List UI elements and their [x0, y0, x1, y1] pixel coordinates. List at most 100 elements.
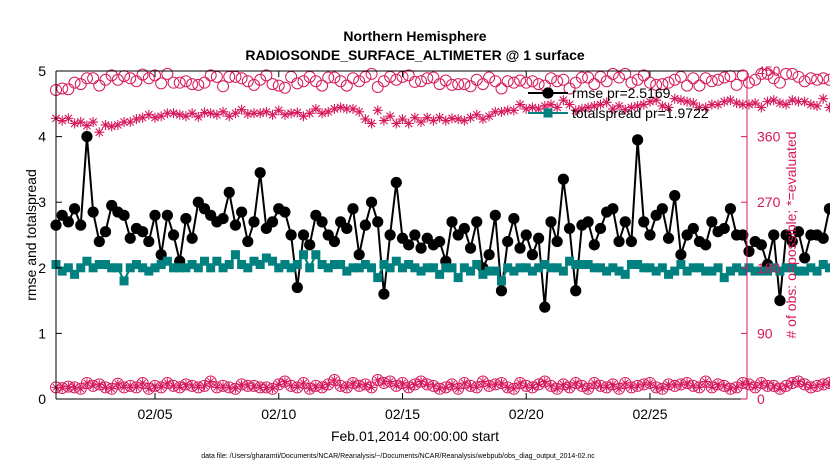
obs-low-point: [656, 382, 669, 395]
totalspread-point: [620, 269, 630, 279]
obs-low-point: [260, 381, 273, 394]
totalspread-point: [63, 263, 73, 273]
totalspread-point: [367, 263, 377, 273]
rmse-point: [167, 229, 180, 241]
obs-low-cross: [769, 381, 779, 391]
obs-evaluated-point: [824, 102, 830, 113]
obs-low-circle: [575, 379, 588, 392]
totalspread-point: [206, 263, 216, 273]
obs-evaluated-point: [626, 102, 637, 113]
rmse-point: [502, 235, 514, 248]
obs-possible-point: [148, 69, 161, 82]
obs-low-point: [712, 378, 725, 391]
y-left-tick-label: 5: [38, 63, 46, 79]
obs-possible-point: [415, 75, 428, 88]
obs-evaluated-point: [651, 95, 662, 106]
obs-low-cross: [608, 379, 618, 389]
obs-possible-point: [495, 82, 508, 95]
obs-low-cross: [806, 382, 816, 392]
y-right-tick-label: 360: [757, 129, 781, 145]
rmse-point: [768, 229, 780, 241]
totalspread-point: [459, 263, 469, 273]
totalspread-point: [633, 260, 643, 270]
obs-evaluated-point: [218, 106, 229, 117]
obs-evaluated-point: [94, 127, 105, 138]
obs-low-cross: [787, 378, 797, 388]
obs-low-circle: [161, 376, 174, 389]
obs-low-cross: [404, 382, 414, 392]
obs-low-circle: [316, 381, 329, 394]
rmse-point: [143, 235, 155, 248]
obs-evaluated-point: [521, 103, 532, 114]
totalspread-point: [595, 263, 605, 273]
obs-possible-point: [291, 77, 304, 90]
obs-evaluated-point: [706, 99, 717, 110]
obs-evaluated-point: [638, 99, 649, 110]
rmse-point: [236, 206, 248, 218]
obs-low-circle: [755, 376, 768, 389]
obs-possible-point: [792, 70, 805, 83]
totalspread-point: [373, 273, 383, 283]
obs-possible-point: [786, 67, 799, 80]
totalspread-point: [125, 263, 135, 273]
obs-possible-point: [699, 72, 712, 85]
totalspread-point: [738, 266, 748, 276]
obs-low-point: [402, 381, 415, 394]
obs-low-circle: [749, 381, 762, 394]
obs-low-point: [433, 382, 446, 395]
totalspread-point: [212, 256, 222, 266]
obs-evaluated-point: [422, 112, 433, 123]
rmse-point: [81, 131, 93, 143]
obs-evaluated-point: [273, 105, 284, 116]
obs-possible-point: [650, 78, 663, 91]
obs-low-point: [792, 375, 805, 388]
obs-low-point: [266, 382, 279, 395]
obs-low-cross: [496, 378, 506, 388]
obs-low-circle: [278, 375, 291, 388]
rmse-point: [316, 216, 328, 228]
totalspread-point: [509, 266, 519, 276]
obs-possible-point: [365, 67, 378, 80]
obs-low-circle: [730, 381, 743, 394]
obs-evaluated-point: [539, 100, 550, 111]
obs-low-point: [687, 379, 700, 392]
obs-low-cross: [292, 382, 302, 392]
obs-low-cross: [583, 384, 593, 394]
totalspread-point: [521, 263, 531, 273]
totalspread-point: [546, 263, 556, 273]
obs-evaluated-point: [502, 105, 513, 116]
obs-possible-point: [334, 75, 347, 88]
obs-possible-point: [483, 71, 496, 84]
obs-low-circle: [396, 376, 409, 389]
obs-low-circle: [247, 379, 260, 392]
obs-low-cross: [775, 384, 785, 394]
legend-rmse-marker: [542, 87, 554, 99]
obs-low-circle: [718, 379, 731, 392]
obs-low-point: [359, 378, 372, 391]
obs-low-point: [650, 381, 663, 394]
totalspread-point: [781, 263, 791, 273]
obs-possible-point: [551, 75, 564, 88]
obs-low-circle: [681, 376, 694, 389]
obs-possible-point: [235, 72, 248, 85]
y-right-tick-label: 270: [757, 194, 781, 210]
obs-evaluated-point: [279, 109, 290, 120]
obs-low-cross: [391, 381, 401, 391]
obs-possible-point: [142, 72, 155, 85]
obs-low-circle: [303, 382, 316, 395]
obs-low-cross: [676, 379, 686, 389]
totalspread-point: [268, 256, 278, 266]
obs-low-circle: [192, 381, 205, 394]
rmse-point: [638, 216, 650, 228]
totalspread-point: [719, 273, 729, 283]
rmse-point: [291, 281, 303, 294]
obs-low-point: [223, 381, 236, 394]
totalspread-point: [589, 263, 599, 273]
obs-low-circle: [229, 382, 242, 395]
obs-low-point: [56, 382, 69, 395]
obs-evaluated-point: [644, 96, 655, 107]
obs-low-point: [353, 379, 366, 392]
totalspread-point: [725, 266, 735, 276]
obs-evaluated-point: [248, 108, 259, 119]
y-left-tick-label: 0: [38, 391, 46, 407]
